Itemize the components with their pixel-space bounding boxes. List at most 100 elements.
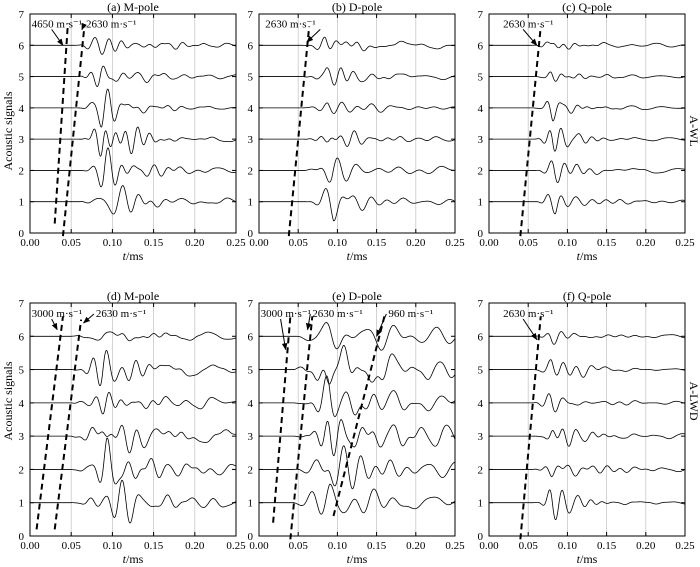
y-tick-label: 5 [248,365,254,377]
x-tick-label: 0.15 [144,540,164,552]
velocity-annotation: 3000 m·s⁻¹ [32,308,82,320]
y-tick-label: 0 [19,228,25,240]
panel-d: 0.00 0.05 0.10 0.15 0.20 0.25 0 1 2 3 4 5 6 7 (d) M-po… [19,289,247,566]
x-tick-label: 0.10 [558,237,578,249]
y-tick-label: 4 [248,103,254,115]
y-tick-label: 0 [248,228,254,240]
y-tick-label: 4 [248,398,254,410]
traces-e [259,322,455,515]
x-axis-label: t/ms [347,249,368,263]
waveform-trace [30,147,236,188]
y-tick-label: 5 [19,72,25,84]
traces-c [489,41,685,215]
x-tick-label: 0.20 [406,237,426,249]
x-tick-label: 0.00 [479,237,499,249]
waveform-trace [30,37,236,55]
waveform-trace [259,344,455,385]
annotation-arrow [306,29,321,43]
waveform-trace [489,127,685,152]
waveform-trace [30,65,236,87]
waveform-trace [489,194,685,215]
velocity-annotation: 2630 m·s⁻¹ [265,18,315,30]
annotation-arrow [522,29,538,46]
y-tick-label: 7 [478,298,484,310]
y-tick-label: 1 [248,498,254,510]
waveform-trace [489,489,685,521]
annotation-arrow [83,313,95,324]
waveform-trace [259,36,455,52]
plot-frame [29,302,237,537]
waveform-trace [30,479,236,524]
y-tick-label: 3 [19,134,25,146]
y-tick-label: 3 [248,134,254,146]
panel-title: (a) M-pole [107,0,159,14]
y-tick-label: 1 [478,498,484,510]
velocity-dashed-line [53,23,69,224]
y-tick-label: 6 [248,331,254,343]
y-tick-label: 1 [248,197,254,209]
velocity-dashed-line [53,319,83,530]
x-tick-label: 0.15 [144,237,164,249]
x-tick-label: 0.20 [185,237,205,249]
y-tick-label: 6 [478,40,484,52]
annotation-arrow [376,313,387,337]
waveform-trace [30,331,236,342]
traces-a [30,37,236,215]
panel-f: 0.00 0.05 0.10 0.15 0.20 0.25 0 1 2 3 4 5 6 7 (f) Q-po… [478,289,696,566]
x-tick-label: 0.15 [597,540,617,552]
waveform-trace [259,483,455,515]
velocity-dashed-line [519,316,542,540]
x-tick-label: 0.05 [62,540,82,552]
y-axis-label-top: Acoustic signals [1,91,15,170]
x-axis-label-symbol: t [577,552,581,566]
waveform-trace [489,41,685,50]
velocity-annotation: 960 m·s⁻¹ [388,308,433,320]
y-tick-label: 2 [19,165,25,177]
x-tick-label: 0.10 [103,540,123,552]
velocity-dashed-line [332,316,386,517]
panel-b: 0.00 0.05 0.10 0.15 0.20 0.25 0 1 2 3 4 5 6 7 (b) D-po… [248,0,466,263]
waveform-trace [259,67,455,86]
y-tick-label: 4 [478,103,484,115]
waveform-trace [489,71,685,82]
x-tick-label: 0.20 [636,237,656,249]
x-tick-label: 0.10 [103,237,123,249]
x-tick-label: 0.10 [328,237,348,249]
waveform-trace [30,88,236,128]
waveform-trace [489,428,685,447]
y-tick-label: 4 [19,103,25,115]
waveform-trace [259,322,455,351]
x-tick-label: 0.05 [289,540,309,552]
waveform-trace [30,424,236,454]
velocity-dashed-line [287,26,311,237]
plot-frame [488,302,686,537]
y-tick-label: 2 [478,464,484,476]
panel-title: (d) M-pole [107,289,159,303]
x-tick-label: 0.00 [479,540,499,552]
panel-c: 0.00 0.05 0.10 0.15 0.20 0.25 0 1 2 3 4 5 6 7 (c) Q-po… [478,0,696,263]
waveform-trace [30,185,236,215]
y-tick-label: 7 [478,9,484,21]
y-tick-label: 0 [19,531,25,543]
y-tick-label: 2 [478,165,484,177]
x-axis-label: t/ms [577,249,598,263]
velocity-annotation: 4650 m·s⁻¹ [32,18,82,30]
velocity-dashed-line [272,316,292,523]
velocity-annotation: 2630 m·s⁻¹ [503,308,553,320]
y-tick-label: 6 [19,40,25,52]
waveform-trace [259,188,455,222]
panel-a: 0.00 0.05 0.10 0.15 0.20 0.25 0 1 2 3 4 5 6 7 (a) M-po… [19,0,247,263]
annotation-arrow [280,318,288,351]
x-axis-label-symbol: t [123,249,127,263]
plot-frame [488,13,686,234]
x-tick-label: 0.05 [519,237,539,249]
panel-title: (b) D-pole [332,0,382,14]
y-tick-label: 4 [19,398,25,410]
x-axis-label-unit: /ms [126,552,144,566]
plot-frame [258,13,456,234]
waveform-trace [259,375,455,417]
waveform-trace [259,157,455,183]
annotation-arrow [81,22,87,31]
x-tick-label: 0.20 [185,540,205,552]
waveform-trace [489,393,685,413]
